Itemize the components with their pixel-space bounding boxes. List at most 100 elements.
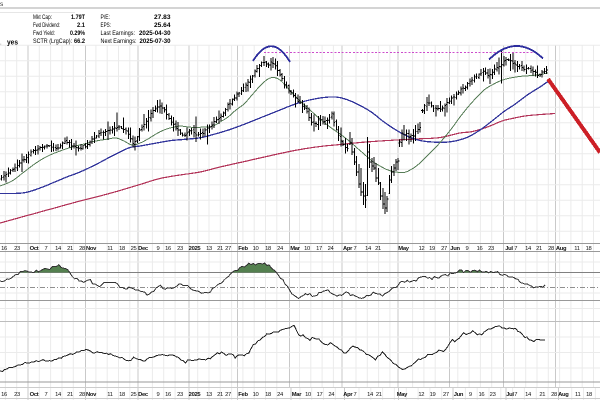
svg-text:10: 10 [305,392,311,398]
svg-text:21: 21 [217,392,223,398]
svg-text:28: 28 [79,246,85,252]
svg-text:18: 18 [119,246,125,252]
svg-text:16: 16 [165,392,171,398]
svg-text:13: 13 [206,246,212,252]
svg-text:18: 18 [586,246,592,252]
svg-text:28: 28 [548,246,554,252]
svg-text:EPS:: EPS: [101,22,112,29]
svg-text:Next Earnings:: Next Earnings: [101,38,137,45]
svg-text:0.29%: 0.29% [70,30,85,37]
svg-text:13: 13 [206,392,212,398]
svg-text:18: 18 [265,392,271,398]
svg-text:Apr: Apr [343,246,353,252]
svg-text:9: 9 [157,246,160,252]
svg-text:12: 12 [419,246,425,252]
svg-text:14: 14 [55,392,62,398]
svg-text:Aug: Aug [558,392,569,398]
svg-text:7: 7 [514,246,517,252]
svg-text:Jul: Jul [505,246,513,252]
svg-text:7: 7 [514,392,517,398]
svg-text:2025: 2025 [189,246,202,252]
svg-text:Mar: Mar [290,246,300,252]
svg-text:66.2: 66.2 [74,38,85,45]
svg-text:24: 24 [328,392,335,398]
svg-text:9: 9 [469,392,472,398]
svg-text:14: 14 [367,392,374,398]
svg-text:yes: yes [7,40,18,47]
svg-text:27: 27 [225,246,231,252]
svg-text:11: 11 [107,392,112,398]
svg-text:May: May [398,246,409,252]
svg-text:2025-07-30: 2025-07-30 [140,38,171,45]
svg-text:7: 7 [45,246,48,252]
svg-text:7: 7 [354,246,357,252]
svg-text:24: 24 [277,246,284,252]
svg-text:23: 23 [177,392,183,398]
svg-text:Mkt Cap:: Mkt Cap: [33,14,52,21]
svg-text:16: 16 [165,246,171,252]
svg-text:12: 12 [418,392,424,398]
svg-text:14: 14 [525,246,532,252]
svg-text:16: 16 [478,392,484,398]
svg-text:11: 11 [574,246,579,252]
svg-text:Dec: Dec [138,246,149,252]
svg-text:Feb: Feb [238,246,248,252]
svg-text:Fwd Yield:: Fwd Yield: [33,30,55,37]
svg-text:23: 23 [488,246,494,252]
svg-text:28: 28 [79,392,85,398]
svg-text:May: May [397,392,408,398]
svg-text:19: 19 [430,392,436,398]
svg-text:21: 21 [217,246,223,252]
svg-text:Oct: Oct [30,392,39,398]
svg-text:28: 28 [551,392,557,398]
svg-text:Dec: Dec [138,392,149,398]
svg-text:23: 23 [14,246,20,252]
svg-text:16: 16 [1,392,7,398]
svg-text:14: 14 [55,246,62,252]
svg-text:17: 17 [316,246,322,252]
svg-text:2025: 2025 [189,392,202,398]
svg-text:Jun: Jun [454,392,464,398]
svg-text:SCTR (LrgCap):: SCTR (LrgCap): [33,38,72,45]
svg-text:1.79T: 1.79T [71,14,85,21]
svg-text:25: 25 [131,392,137,398]
svg-text:21: 21 [539,392,545,398]
svg-text:Jul: Jul [506,392,514,398]
svg-text:27: 27 [443,392,449,398]
svg-text:10: 10 [253,246,259,252]
svg-text:Feb: Feb [238,392,248,398]
svg-text:21: 21 [375,246,381,252]
svg-text:18: 18 [586,392,592,398]
svg-text:17: 17 [317,392,323,398]
svg-text:21: 21 [376,392,382,398]
svg-text:25.64: 25.64 [154,22,171,29]
svg-text:21: 21 [67,246,73,252]
svg-text:16: 16 [477,246,483,252]
svg-text:23: 23 [490,392,496,398]
svg-text:Oct: Oct [30,246,39,252]
svg-text:14: 14 [365,246,372,252]
svg-text:21: 21 [536,246,542,252]
svg-text:7: 7 [45,392,48,398]
svg-text:18: 18 [265,246,271,252]
svg-text:Apr: Apr [343,392,353,398]
svg-text:Mar: Mar [292,392,302,398]
svg-text:Nov: Nov [86,392,97,398]
svg-text:21: 21 [67,392,73,398]
svg-text:23: 23 [14,392,20,398]
svg-text:27: 27 [225,392,231,398]
svg-text:7: 7 [354,392,357,398]
svg-text:19: 19 [429,246,435,252]
svg-text:Fwd Dividend:: Fwd Dividend: [33,22,60,29]
svg-text:14: 14 [525,392,532,398]
svg-text:2025-04-30: 2025-04-30 [139,30,171,37]
svg-text:Jun: Jun [450,246,460,252]
svg-text:9: 9 [466,246,469,252]
svg-text:Aug: Aug [556,246,567,252]
svg-text:s: s [0,1,4,8]
svg-text:10: 10 [304,246,310,252]
svg-text:23: 23 [177,246,183,252]
svg-text:18: 18 [119,392,125,398]
svg-text:11: 11 [575,392,580,398]
svg-text:.: . [0,41,2,47]
